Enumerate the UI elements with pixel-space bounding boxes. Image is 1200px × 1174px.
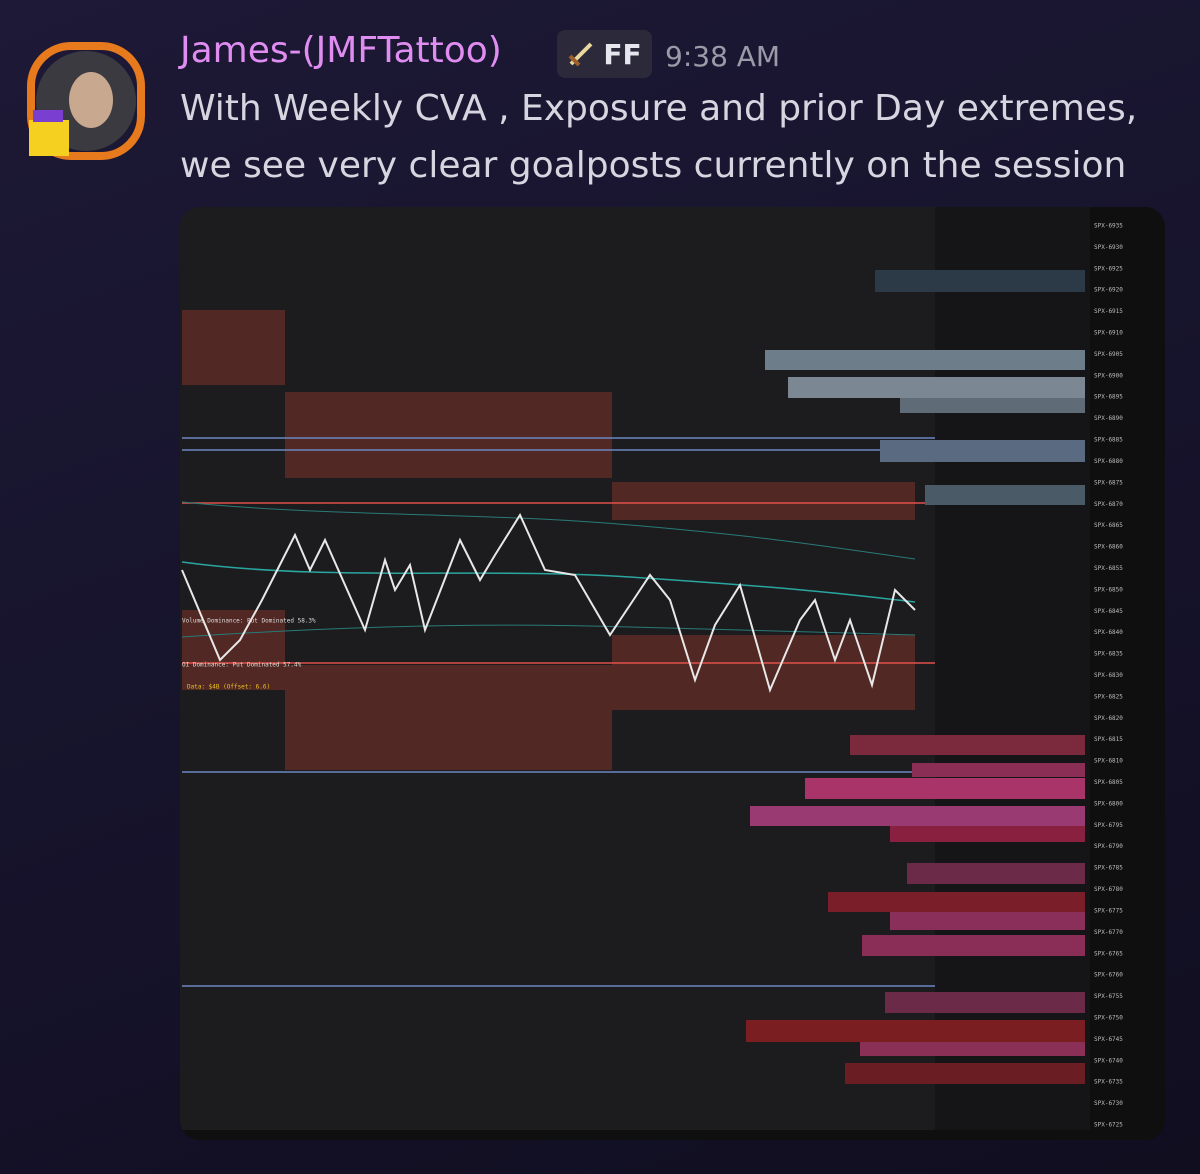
band — [182, 610, 285, 690]
volume-block — [900, 398, 1085, 413]
strike-label: SPX-6750 — [1094, 1014, 1123, 1021]
strike-label: SPX-6920 — [1094, 287, 1123, 294]
strike-label: SPX-6820 — [1094, 715, 1123, 722]
strike-label: SPX-6865 — [1094, 522, 1123, 529]
strike-label: SPX-6860 — [1094, 544, 1123, 551]
volume-block — [788, 377, 1085, 398]
message-line: With Weekly CVA , Exposure and prior Day… — [180, 88, 1138, 129]
strike-label: SPX-6730 — [1094, 1100, 1123, 1107]
strike-label: SPX-6780 — [1094, 886, 1123, 893]
sword-icon — [568, 42, 593, 67]
axis-bg — [1090, 207, 1165, 1140]
avatar[interactable] — [25, 40, 147, 162]
author[interactable]: James-(JMFTattoo) — [180, 30, 502, 71]
strike-label: SPX-6905 — [1094, 351, 1123, 358]
strike-label: SPX-6765 — [1094, 950, 1123, 957]
strike-label: SPX-6890 — [1094, 415, 1123, 422]
annotation: OI Dominance: Put Dominated 57.4% — [182, 662, 302, 669]
volume-block — [907, 863, 1085, 884]
strike-label: SPX-6755 — [1094, 993, 1123, 1000]
chart-screenshot: SPX-6935 SPX-6930 SPX-6925 SPX-6920 SPX-6915… — [180, 207, 1165, 1140]
strike-label: SPX-6850 — [1094, 586, 1123, 593]
volume-block — [845, 1063, 1085, 1084]
strike-label: SPX-6845 — [1094, 608, 1123, 615]
band — [182, 310, 285, 385]
avatar-duck — [29, 120, 69, 156]
vwap — [181, 561, 916, 603]
strike-label: SPX-6930 — [1094, 244, 1123, 251]
strike-label: SPX-6805 — [1094, 779, 1123, 786]
volume-block — [750, 806, 1085, 826]
volume-block — [828, 892, 1085, 912]
strike-label: SPX-6935 — [1094, 223, 1123, 230]
strike-label: SPX-6775 — [1094, 907, 1123, 914]
time-axis — [180, 1130, 1165, 1140]
strike-label: SPX-6915 — [1094, 308, 1123, 315]
volume-block — [805, 778, 1085, 799]
volume-block — [850, 735, 1085, 755]
volume-block — [746, 1020, 1085, 1042]
avatar-frame — [27, 42, 145, 160]
vwap-band — [181, 501, 916, 560]
strike-label: SPX-6790 — [1094, 843, 1123, 850]
band — [612, 635, 915, 710]
tag-text: FF — [603, 37, 642, 71]
strike-label: SPX-6770 — [1094, 929, 1123, 936]
strike-label: SPX-6880 — [1094, 458, 1123, 465]
band — [285, 392, 612, 478]
annotation: Data: $4B (Offset: 6.6) — [187, 684, 270, 691]
strike-label: SPX-6925 — [1094, 265, 1123, 272]
strike-label: SPX-6875 — [1094, 479, 1123, 486]
strike-label: SPX-6760 — [1094, 972, 1123, 979]
strike-label: SPX-6810 — [1094, 758, 1123, 765]
volume-block — [765, 350, 1085, 370]
strike-label: SPX-6840 — [1094, 629, 1123, 636]
strike-label: SPX-6745 — [1094, 1036, 1123, 1043]
strike-label: SPX-6725 — [1094, 1122, 1123, 1129]
volume-block — [880, 440, 1085, 462]
strike-label: SPX-6895 — [1094, 394, 1123, 401]
band — [285, 665, 612, 770]
volume-block — [860, 1042, 1085, 1056]
tag: FF — [557, 30, 652, 78]
avatar-face — [69, 72, 113, 128]
price-trace — [181, 512, 916, 693]
vwap-band — [181, 624, 916, 638]
strike-label: SPX-6815 — [1094, 736, 1123, 743]
volume-block — [925, 485, 1085, 505]
strike-label: SPX-6785 — [1094, 865, 1123, 872]
timestamp: 9:38 AM — [665, 40, 781, 73]
strike-label: SPX-6835 — [1094, 651, 1123, 658]
strike-label: SPX-6830 — [1094, 672, 1123, 679]
strike-label: SPX-6735 — [1094, 1079, 1123, 1086]
strike-label: SPX-6900 — [1094, 372, 1123, 379]
strike-label: SPX-6795 — [1094, 822, 1123, 829]
strike-label: SPX-6800 — [1094, 800, 1123, 807]
volume-block — [875, 270, 1085, 292]
strike-label: SPX-6885 — [1094, 437, 1123, 444]
volume-block — [862, 935, 1085, 956]
volume-block — [885, 992, 1085, 1013]
volume-block — [890, 826, 1085, 842]
volume-block — [912, 763, 1085, 777]
strike-label: SPX-6870 — [1094, 501, 1123, 508]
chart-image[interactable]: SPX-6935 SPX-6930 SPX-6925 SPX-6920 SPX-6915… — [180, 207, 1165, 1140]
strike-label: SPX-6825 — [1094, 693, 1123, 700]
band — [612, 482, 915, 520]
avatar-hat — [33, 110, 63, 122]
annotation: Volume Dominance: Put Dominated 58.3% — [182, 618, 316, 625]
volume-block — [890, 912, 1085, 930]
message-line: we see very clear goalposts currently on… — [180, 145, 1127, 186]
strike-label: SPX-6740 — [1094, 1057, 1123, 1064]
strike-label: SPX-6910 — [1094, 330, 1123, 337]
strike-label: SPX-6855 — [1094, 565, 1123, 572]
